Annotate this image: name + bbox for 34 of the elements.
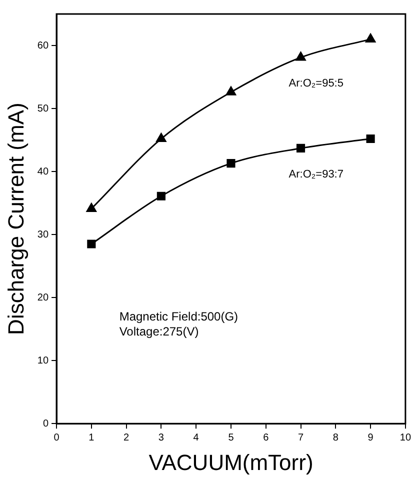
point — [296, 52, 306, 61]
y-tick-label: 20 — [37, 292, 49, 304]
y-tick-label: 50 — [37, 103, 49, 114]
x-tick-label: 6 — [263, 432, 270, 444]
x-tick-label: 1 — [88, 432, 95, 444]
x-tick-label: 2 — [124, 432, 130, 444]
x-tick-label: 4 — [193, 432, 200, 444]
point — [156, 133, 166, 142]
x-tick-label: 0 — [54, 432, 60, 444]
annotation: Voltage:275(V) — [119, 324, 199, 338]
x-tick-label: 5 — [228, 432, 234, 444]
point — [296, 144, 306, 153]
x-tick-label: 3 — [158, 432, 164, 444]
point — [226, 159, 236, 168]
x-tick-label: 10 — [400, 432, 412, 444]
x-tick-label: 7 — [298, 432, 304, 444]
point — [87, 240, 96, 248]
point — [86, 202, 96, 212]
point — [226, 86, 236, 96]
x-tick-label: 9 — [368, 432, 374, 444]
y-axis-title: Discharge Current (mA) — [3, 102, 28, 335]
point — [366, 134, 375, 144]
y-tick-label: 60 — [37, 40, 49, 52]
y-tick-label: 10 — [37, 355, 49, 366]
point — [365, 33, 376, 42]
x-axis-title: VACUUM(mTorr) — [148, 450, 314, 475]
series-label: Ar:O₂=95:5 — [288, 78, 344, 90]
annotation: Magnetic Field:500(G) — [119, 309, 238, 324]
series-label: Ar:O₂=93:7 — [288, 168, 344, 180]
y-tick-label: 40 — [37, 166, 49, 178]
y-tick-label: 30 — [37, 229, 49, 240]
point — [156, 192, 166, 200]
x-tick-label: 8 — [332, 432, 339, 444]
y-tick-label: 0 — [42, 418, 49, 430]
